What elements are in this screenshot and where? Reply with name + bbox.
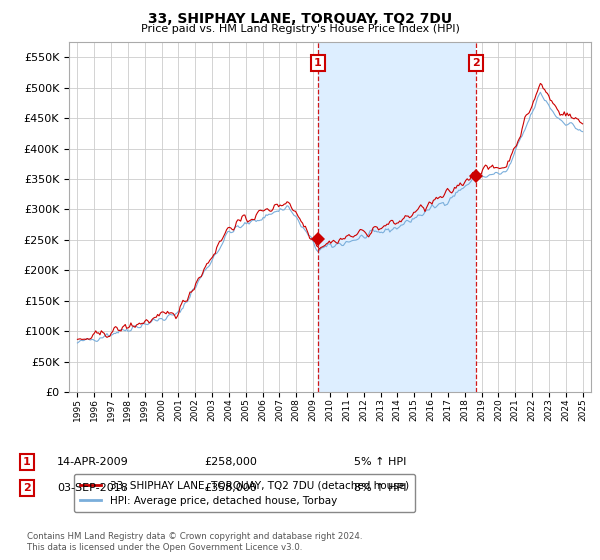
Text: 1: 1 — [23, 457, 31, 467]
Text: £358,000: £358,000 — [204, 483, 257, 493]
Text: 5% ↑ HPI: 5% ↑ HPI — [354, 457, 406, 467]
Text: 03-SEP-2018: 03-SEP-2018 — [57, 483, 128, 493]
Text: 2: 2 — [472, 58, 480, 68]
Text: 2: 2 — [23, 483, 31, 493]
Text: Price paid vs. HM Land Registry's House Price Index (HPI): Price paid vs. HM Land Registry's House … — [140, 24, 460, 34]
Legend: 33, SHIPHAY LANE, TORQUAY, TQ2 7DU (detached house), HPI: Average price, detache: 33, SHIPHAY LANE, TORQUAY, TQ2 7DU (deta… — [74, 474, 415, 512]
Text: 8% ↑ HPI: 8% ↑ HPI — [354, 483, 407, 493]
Text: 14-APR-2009: 14-APR-2009 — [57, 457, 129, 467]
Text: 1: 1 — [314, 58, 322, 68]
Text: £258,000: £258,000 — [204, 457, 257, 467]
Bar — [318, 42, 476, 392]
Text: Contains HM Land Registry data © Crown copyright and database right 2024.
This d: Contains HM Land Registry data © Crown c… — [27, 532, 362, 552]
Text: 33, SHIPHAY LANE, TORQUAY, TQ2 7DU: 33, SHIPHAY LANE, TORQUAY, TQ2 7DU — [148, 12, 452, 26]
